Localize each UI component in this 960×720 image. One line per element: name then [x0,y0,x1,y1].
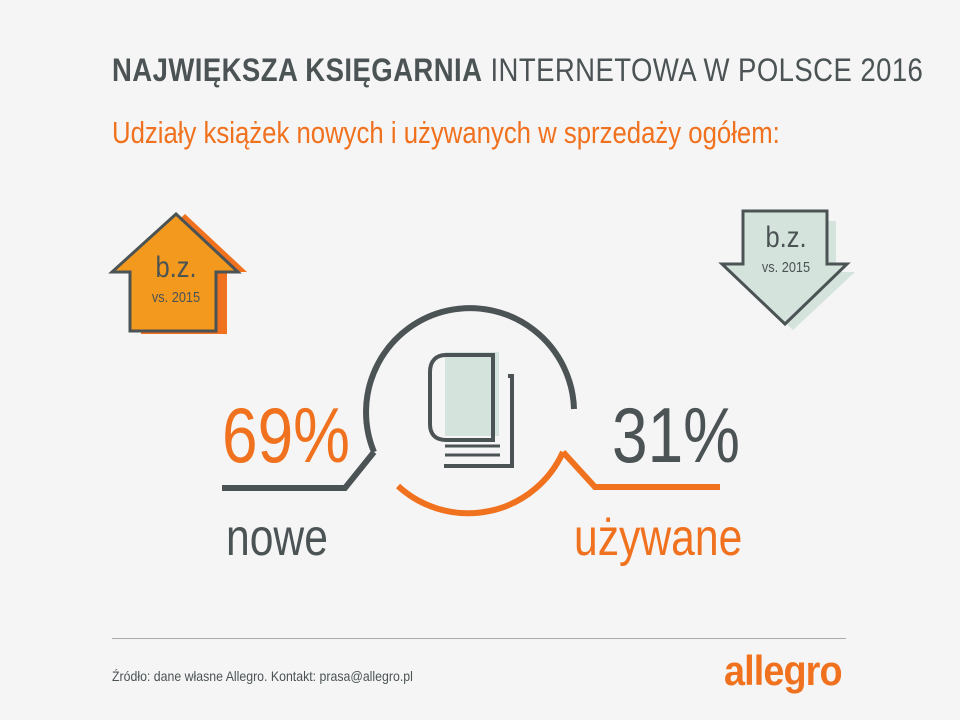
share-ring [363,305,577,517]
new-label: nowe [226,509,328,567]
new-trend-main: b.z. [155,251,197,284]
arrow-down-icon [718,209,855,330]
new-underline [222,450,377,491]
new-share-value: 69% [222,391,351,479]
new-trend-sub: vs. 2015 [151,289,201,306]
title-bold: NAJWIĘKSZA KSIĘGARNIA [112,52,483,88]
source-note: Źródło: dane własne Allegro. Kontakt: pr… [112,668,413,684]
arrow-up-icon [108,211,247,334]
used-underline [560,449,720,490]
page-subtitle: Udziały książek nowych i używanych w spr… [112,115,780,150]
footer-divider [112,638,846,639]
book-icon [428,352,514,468]
ring-arc-orange [395,450,566,517]
used-trend-main: b.z. [765,221,807,254]
used-label: używane [574,509,743,567]
allegro-logo[interactable]: allegro [724,647,843,694]
ring-arc-dark [363,305,577,454]
page-title: NAJWIĘKSZA KSIĘGARNIA INTERNETOWA W POLS… [112,52,923,89]
title-light: INTERNETOWA W POLSCE 2016 [490,52,924,88]
used-trend-sub: vs. 2015 [761,259,811,276]
used-share-value: 31% [612,391,741,479]
